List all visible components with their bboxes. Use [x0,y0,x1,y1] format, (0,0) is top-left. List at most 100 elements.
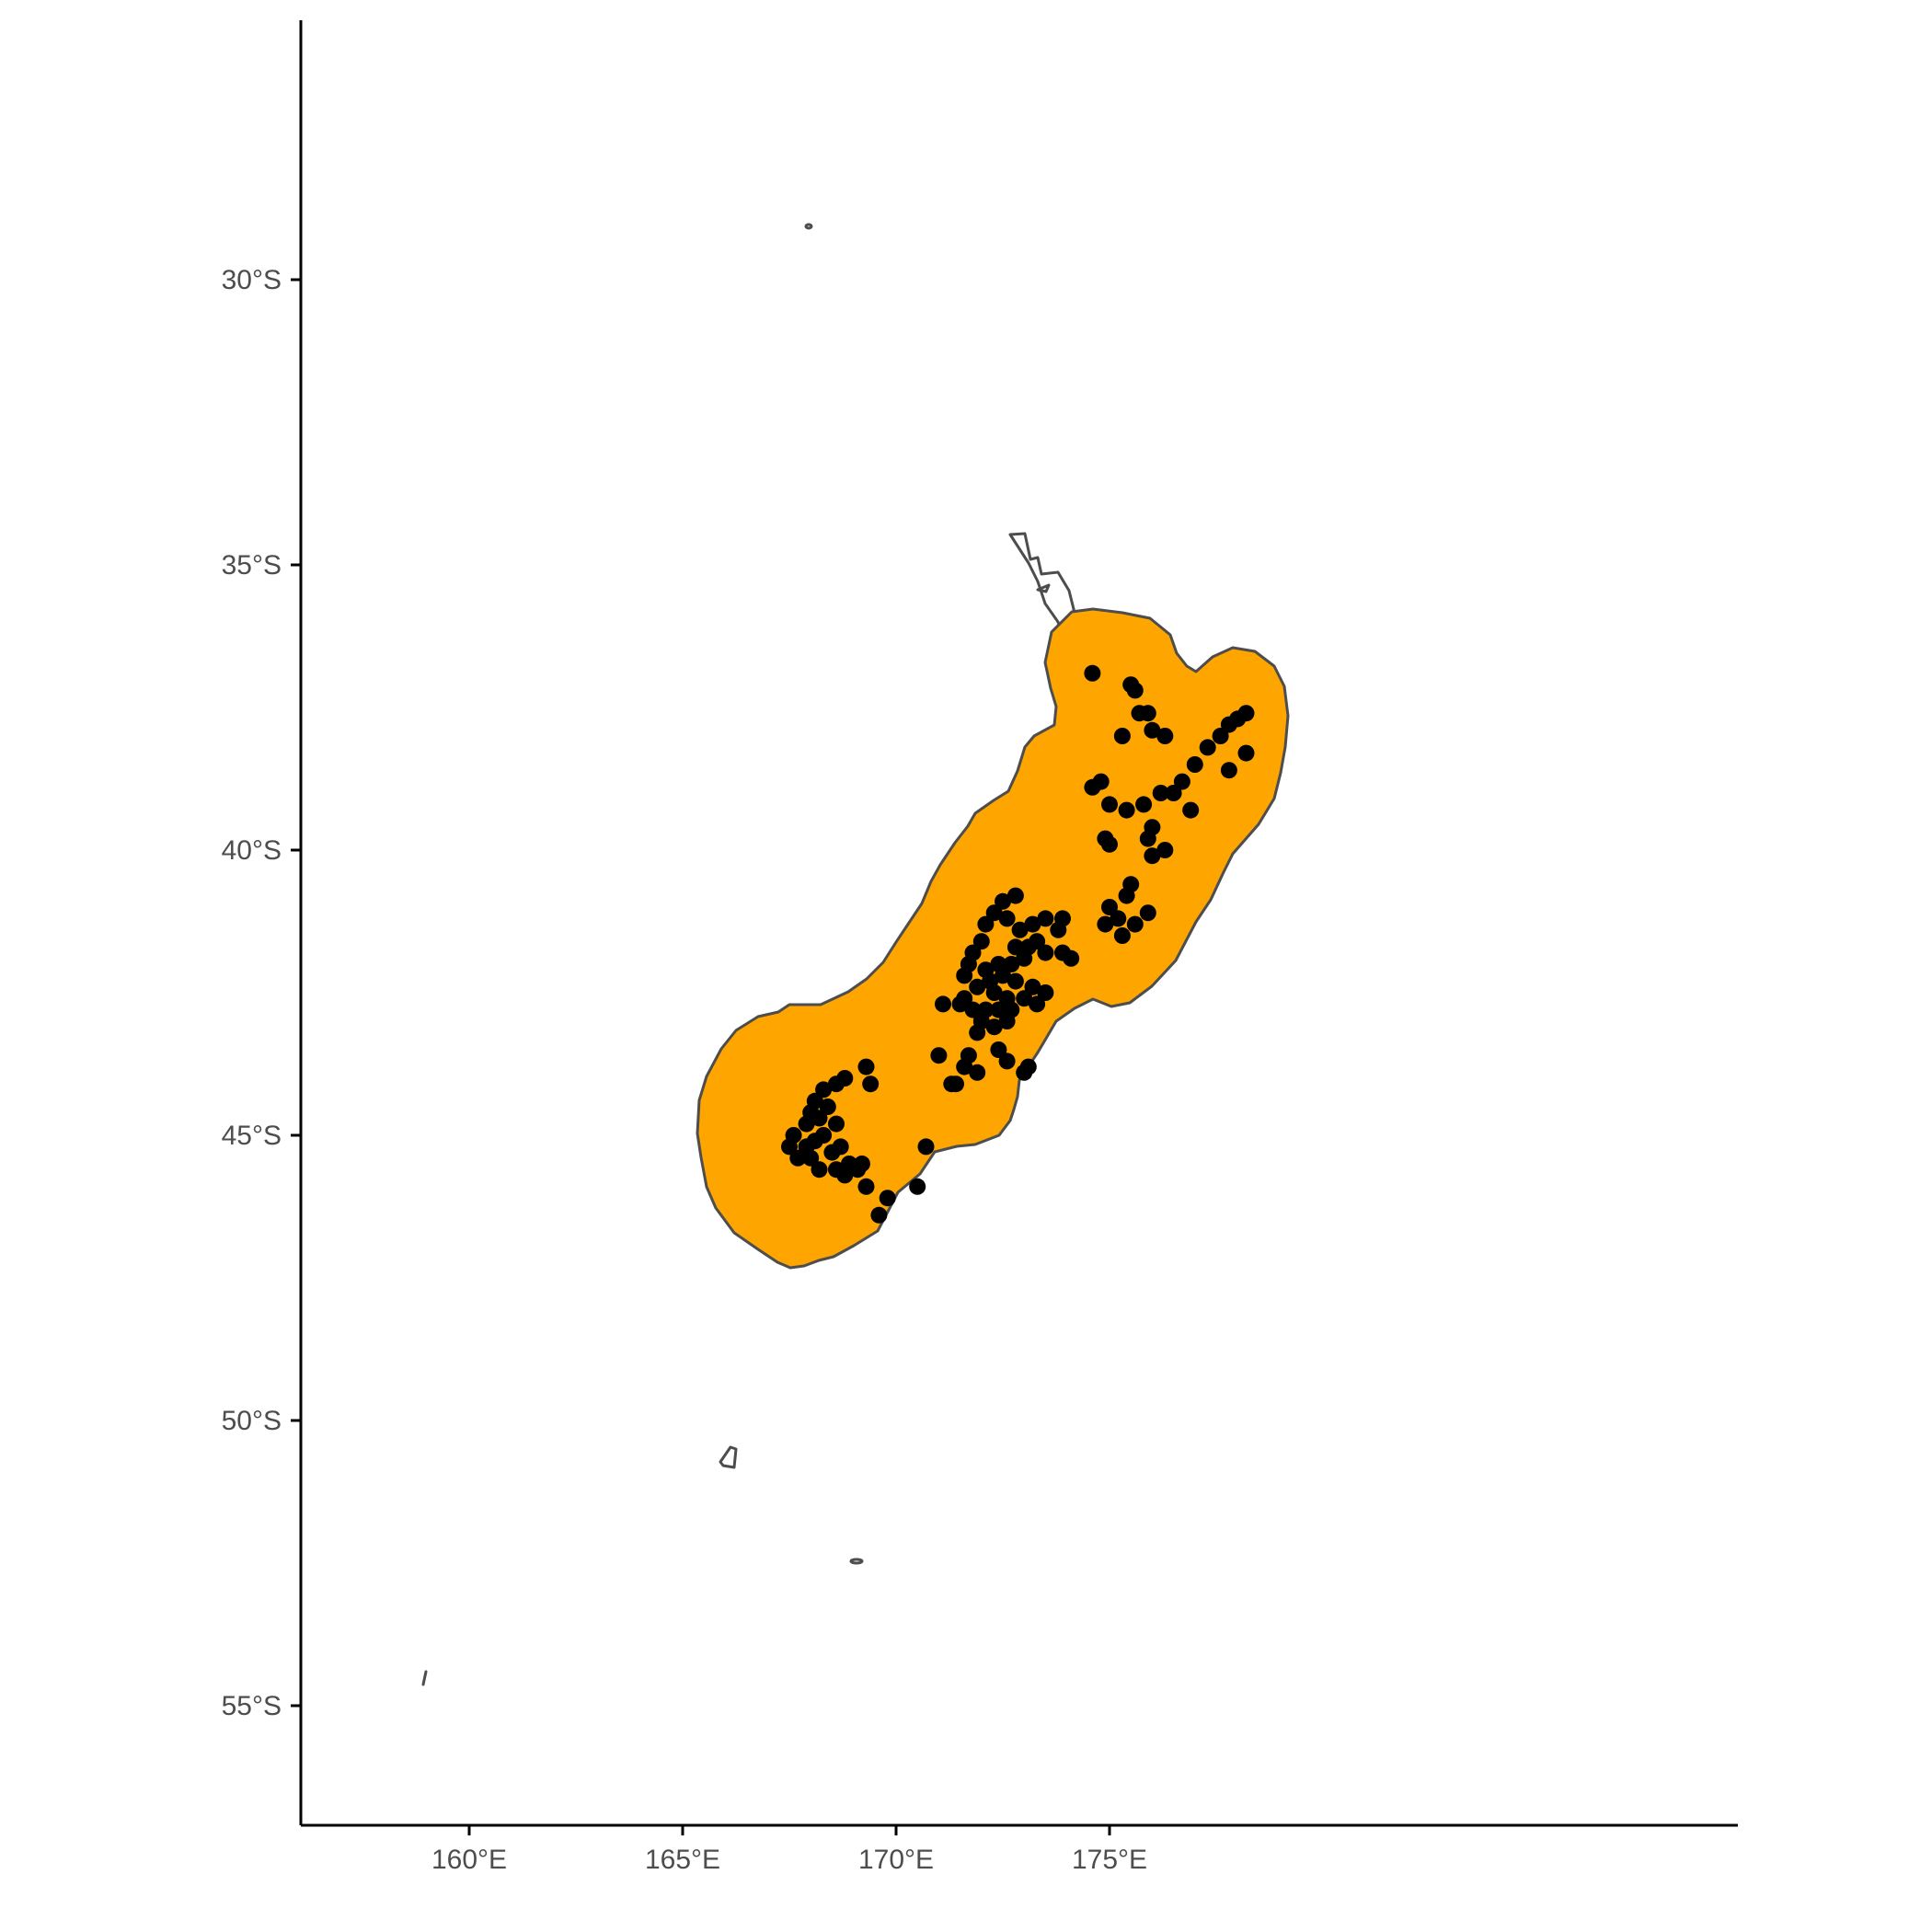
y-axis-tick-labels: 30°S 35°S 40°S 45°S 50°S 55°S [222,265,282,1721]
occurrence-point [990,1001,1007,1018]
occurrence-point [806,1133,823,1150]
occurrence-point [1006,972,1024,990]
occurrence-point [969,1064,986,1081]
occurrence-point [1139,705,1156,722]
occurrence-point [972,933,990,950]
occurrence-point [951,995,969,1013]
occurrence-point [1139,904,1156,922]
occurrence-point [930,1047,948,1064]
occurrence-point [995,967,1011,984]
occurrence-point [1016,949,1033,967]
occurrence-point [990,1041,1007,1058]
occurrence-point [1144,847,1161,865]
occurrence-point [1101,899,1118,915]
occurrence-point [798,1115,815,1133]
occurrence-point [1237,705,1255,722]
occurrence-point [1084,664,1101,682]
x-axis-ticks [467,1825,1111,1835]
occurrence-point [857,1058,875,1075]
occurrence-point [1006,938,1024,956]
x-axis-tick-labels: 160°E 165°E 170°E 175°E [431,1845,1147,1875]
y-tick-label-35s: 35°S [222,550,282,581]
x-tick-label-175e: 175°E [1072,1845,1147,1875]
occurrence-point [964,1001,982,1018]
occurrence-point [781,1138,798,1156]
occurrence-points [781,664,1255,1224]
occurrence-point [828,1075,845,1093]
occurrence-point [1173,773,1190,790]
occurrence-point [1139,830,1156,847]
occurrence-point [1113,927,1131,944]
x-axis: 160°E 165°E 170°E 175°E [301,1823,1738,1875]
y-tick-label-30s: 30°S [222,265,282,295]
x-tick-label-170e: 170°E [858,1845,934,1875]
occurrence-point [1024,978,1041,995]
occurrence-point [969,1024,986,1041]
occurrence-point [1144,721,1161,739]
y-axis-ticks [291,278,301,1708]
occurrence-point [985,1018,1003,1036]
macquarie-island-outline [421,1670,428,1686]
y-tick-label-45s: 45°S [222,1121,282,1151]
occurrence-point [1029,995,1046,1013]
occurrence-point [917,1138,935,1156]
occurrence-point [1011,921,1029,938]
occurrence-point [811,1161,828,1179]
occurrence-point [1037,910,1054,927]
occurrence-point [1156,728,1174,744]
occurrence-point [1037,944,1054,961]
auckland-islands-outline [719,1445,738,1469]
occurrence-point [862,1075,880,1093]
occurrence-point [985,984,1003,1001]
occurrence-point [1220,762,1237,779]
x-tick-label-160e: 160°E [431,1845,507,1875]
occurrence-point [1126,915,1144,933]
occurrence-point [1182,801,1200,819]
y-tick-label-40s: 40°S [222,835,282,866]
occurrence-point [1050,921,1067,938]
occurrence-point [1092,773,1110,790]
x-tick-label-165e: 165°E [645,1845,720,1875]
occurrence-point [956,967,973,984]
occurrence-point [1006,887,1024,904]
map-panel: 30°S 35°S 40°S 45°S 50°S 55°S 160°E 165°… [222,20,1738,1875]
occurrence-point [998,1013,1016,1029]
occurrence-point [1063,949,1080,967]
occurrence-point [1156,842,1174,858]
occurrence-point [1237,744,1255,762]
occurrence-point [870,1206,888,1224]
occurrence-point [1135,796,1153,813]
range-buffer-polygon [696,607,1290,1270]
occurrence-point [969,978,986,995]
occurrence-point [857,1178,875,1195]
occurrence-point [879,1190,896,1207]
y-tick-label-50s: 50°S [222,1406,282,1436]
occurrence-point [811,1110,828,1127]
occurrence-point [1003,956,1020,972]
occurrence-point [1118,887,1135,904]
occurrence-point [1097,915,1114,933]
occurrence-point [1113,728,1131,744]
occurrence-point [1110,910,1127,927]
occurrence-point [1101,835,1118,853]
occurrence-point [802,1149,820,1167]
occurrence-point [1016,1064,1033,1081]
occurrence-point [998,910,1016,927]
occurrence-point [1118,801,1135,819]
small-island-outline [1036,583,1051,593]
occurrence-point [1152,785,1169,801]
occurrence-point [995,892,1011,910]
occurrence-point [977,915,995,933]
occurrence-point [956,1058,973,1075]
occurrence-point [948,1075,964,1093]
y-axis: 30°S 35°S 40°S 45°S 50°S 55°S [222,20,303,1825]
occurrence-point [935,995,951,1013]
occurrence-point [836,1167,854,1184]
occurrence-point [909,1178,926,1195]
y-tick-label-55s: 55°S [222,1691,282,1721]
occurrence-point [832,1138,849,1156]
occurrence-point [1199,739,1216,756]
occurrence-point [1212,728,1229,744]
occurrence-point [985,904,1003,922]
